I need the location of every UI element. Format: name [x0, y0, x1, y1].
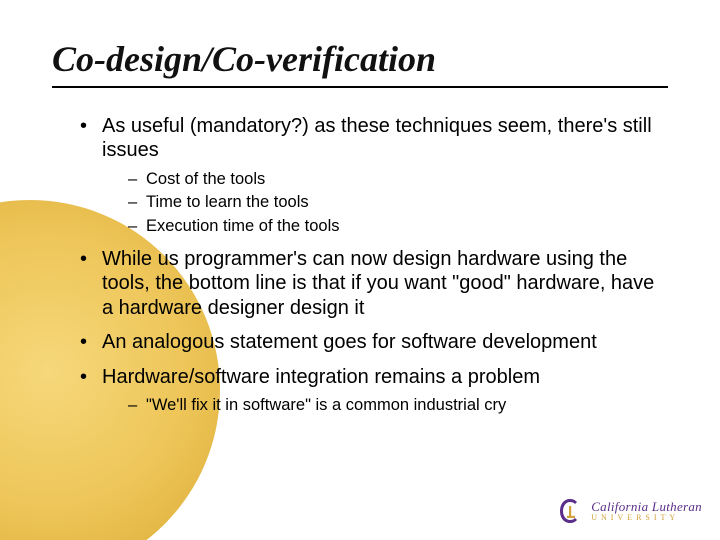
sub-bullet-text: Execution time of the tools [146, 217, 340, 235]
bullet-text: As useful (mandatory?) as these techniqu… [102, 115, 652, 161]
university-logo: California Lutheran UNIVERSITY [555, 496, 702, 526]
bullet-item: Hardware/software integration remains a … [80, 365, 668, 417]
bullet-text: While us programmer's can now design har… [102, 248, 654, 319]
bullet-item: As useful (mandatory?) as these techniqu… [80, 114, 668, 237]
logo-text: California Lutheran UNIVERSITY [591, 500, 702, 522]
slide-title: Co-design/Co-verification [52, 38, 668, 80]
logo-line2: UNIVERSITY [591, 514, 702, 522]
logo-mark-icon [555, 496, 585, 526]
sub-bullet-text: Time to learn the tools [146, 193, 309, 211]
sub-bullet-text: Cost of the tools [146, 170, 265, 188]
bullet-text: An analogous statement goes for software… [102, 331, 597, 353]
bullet-text: Hardware/software integration remains a … [102, 366, 540, 388]
sub-bullet-item: "We'll fix it in software" is a common i… [128, 395, 668, 416]
bullet-list: As useful (mandatory?) as these techniqu… [52, 114, 668, 416]
bullet-item: An analogous statement goes for software… [80, 330, 668, 354]
logo-line1: California Lutheran [591, 500, 702, 513]
sub-bullet-item: Execution time of the tools [128, 216, 668, 237]
sub-bullet-item: Cost of the tools [128, 169, 668, 190]
sub-bullet-item: Time to learn the tools [128, 192, 668, 213]
sub-bullet-list: Cost of the tools Time to learn the tool… [102, 169, 668, 237]
sub-bullet-list: "We'll fix it in software" is a common i… [102, 395, 668, 416]
bullet-item: While us programmer's can now design har… [80, 247, 668, 320]
slide-content: Co-design/Co-verification As useful (man… [0, 0, 720, 416]
sub-bullet-text: "We'll fix it in software" is a common i… [146, 396, 506, 414]
title-underline [52, 86, 668, 88]
